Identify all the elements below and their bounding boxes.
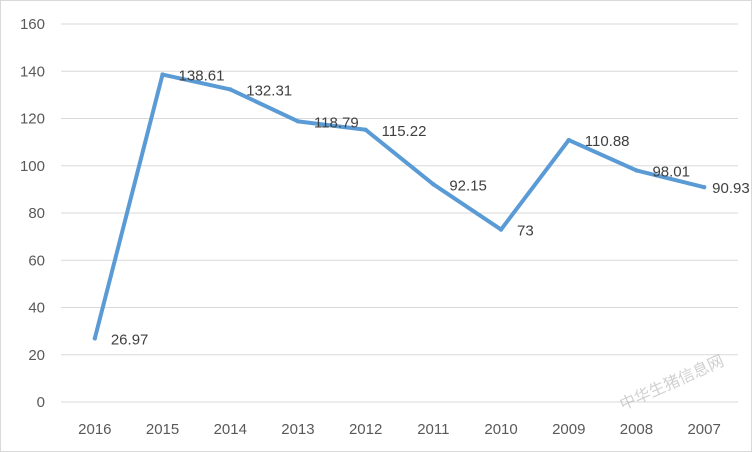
data-point-2016	[92, 336, 98, 341]
data-point-2012	[363, 127, 368, 132]
data-label-2008: 98.01	[652, 163, 690, 180]
x-tick-label-2009: 2009	[552, 421, 585, 438]
data-point-2009	[566, 137, 571, 143]
data-point-2013	[295, 119, 301, 124]
y-tick-label-100: 100	[20, 158, 45, 175]
y-tick-label-160: 160	[20, 16, 45, 33]
y-tick-label-40: 40	[28, 300, 45, 317]
y-tick-label-140: 140	[20, 63, 45, 80]
x-tick-label-2011: 2011	[417, 421, 449, 438]
data-label-2015: 138.61	[179, 68, 225, 85]
data-label-2012: 115.22	[382, 123, 427, 140]
data-label-2011: 92.15	[449, 177, 487, 194]
x-tick-label-2008: 2008	[620, 421, 653, 438]
data-label-2013: 118.79	[314, 114, 359, 131]
data-label-2016: 26.97	[111, 331, 149, 348]
x-tick-label-2014: 2014	[214, 421, 247, 438]
x-tick-label-2015: 2015	[146, 421, 179, 438]
x-tick-label-2012: 2012	[349, 421, 382, 438]
y-tick-label-20: 20	[28, 347, 45, 364]
y-tick-label-80: 80	[28, 205, 45, 222]
data-point-2008	[634, 168, 639, 173]
data-point-2015	[160, 72, 165, 77]
data-label-2014: 132.31	[246, 82, 292, 99]
data-label-2009: 110.88	[585, 133, 630, 150]
x-tick-label-2007: 2007	[687, 421, 720, 438]
data-point-2011	[431, 182, 436, 187]
data-point-2007	[701, 184, 707, 190]
y-tick-label-60: 60	[28, 252, 45, 269]
data-point-2014	[228, 87, 233, 92]
x-tick-label-2016: 2016	[78, 421, 111, 438]
data-point-2010	[498, 227, 504, 232]
data-label-2010: 73	[517, 223, 534, 240]
data-label-2007: 90.93	[712, 180, 750, 197]
y-tick-label-120: 120	[20, 111, 45, 128]
y-tick-label-0: 0	[37, 394, 45, 411]
x-tick-label-2010: 2010	[484, 421, 517, 438]
x-tick-label-2013: 2013	[281, 421, 314, 438]
series-line	[92, 72, 707, 341]
